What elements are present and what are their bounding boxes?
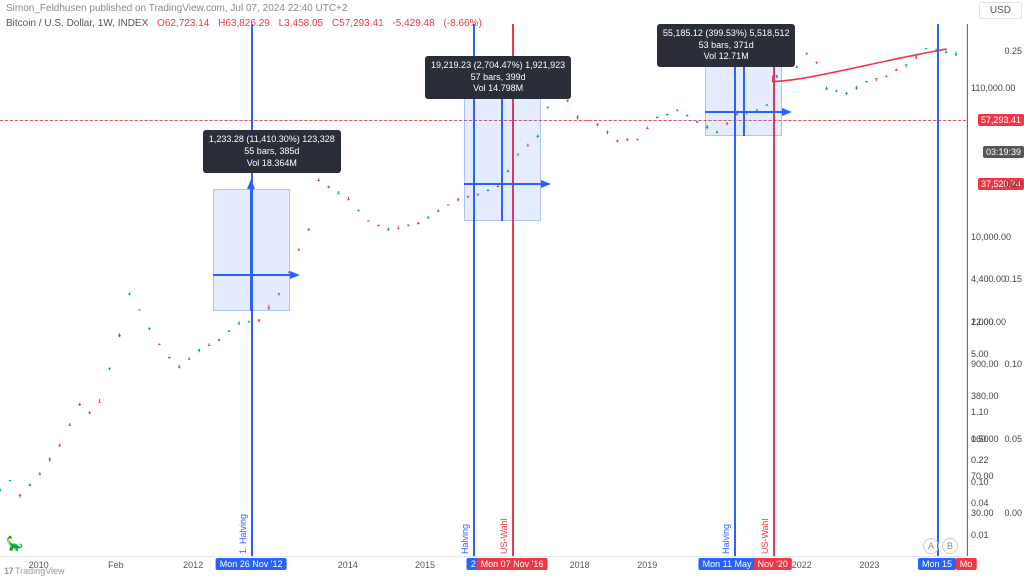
event-line-label: 1. Halving — [238, 514, 248, 554]
symbol-label[interactable]: Bitcoin / U.S. Dollar, 1W, INDEX — [6, 18, 148, 29]
time-axis-event-tag[interactable]: Mon 26 Nov '12 — [216, 558, 287, 570]
price-axis-label: 0.01 — [971, 530, 989, 540]
price-axis-label: 1.10 — [971, 407, 989, 417]
ohlc-open: 62,723.14 — [165, 18, 210, 29]
secondary-axis-label: 0.05 — [1004, 434, 1022, 444]
price-axis-label: 0.10 — [971, 477, 989, 487]
publish-datetime: Jul 07, 2024 22:40 UTC+2 — [230, 3, 347, 14]
measurement-tooltip: 1,233.28 (11,410.30%) 123,32855 bars, 38… — [203, 130, 341, 173]
currency-selector[interactable]: USD — [979, 2, 1022, 19]
secondary-axis-label: 0.10 — [1004, 359, 1022, 369]
ticker-ohlc-row: Bitcoin / U.S. Dollar, 1W, INDEX O62,723… — [6, 18, 488, 29]
time-axis-label: Feb — [108, 560, 124, 570]
publish-site: TradingView.com — [149, 3, 225, 14]
secondary-axis-label: 0.25 — [1004, 46, 1022, 56]
measurement-tooltip: 19,219.23 (2,704.47%) 1,921,92357 bars, … — [425, 56, 571, 99]
price-axis-label: 12.00 — [971, 317, 994, 327]
secondary-axis-label: 0.00 — [1004, 508, 1022, 518]
time-axis-event-tag[interactable]: Mon 15 — [918, 558, 956, 570]
event-line-label: Halving — [721, 524, 731, 554]
price-axis-label: 0.50 — [971, 434, 989, 444]
time-axis-label: 2018 — [570, 560, 590, 570]
measurement-tooltip: 55,185.12 (399.53%) 5,518,51253 bars, 37… — [657, 24, 796, 67]
ohlc-high: 63,826.29 — [225, 18, 270, 29]
time-axis-label: 2023 — [859, 560, 879, 570]
ohlc-change: -5,429.48 — [392, 18, 434, 29]
secondary-axis-label: 0.15 — [1004, 274, 1022, 284]
chart-plot-area[interactable]: 1. Halving Halving US-Wahl Halving US-Wahl 1,… — [0, 24, 966, 556]
ohlc-pct: (-8.66%) — [443, 18, 481, 29]
price-axis-label: 5.00 — [971, 349, 989, 359]
price-axis-label: 30.00 — [971, 508, 994, 518]
event-line-label: US-Wahl — [760, 518, 770, 554]
price-axis-label: 0.22 — [971, 455, 989, 465]
secondary-axis-label: 0.20 — [1004, 179, 1022, 189]
chart-container: Simon_Feldhusen published on TradingView… — [0, 0, 1024, 578]
time-axis-label: 2019 — [637, 560, 657, 570]
event-line-label: US-Wahl — [499, 518, 509, 554]
secondary-axis: 0.25 0.20 0.15 0.10 0.05 0.00 — [998, 24, 1024, 556]
price-axis-label: 900.00 — [971, 359, 999, 369]
time-axis-event-tag[interactable]: Nov '20 — [754, 558, 792, 570]
price-axis-label: 380.00 — [971, 391, 999, 401]
event-line-label: Halving — [460, 524, 470, 554]
bottom-right-actions: A B — [923, 538, 958, 554]
time-axis-event-tag[interactable]: Mo — [956, 558, 977, 570]
price-axis-label: 0.04 — [971, 498, 989, 508]
time-axis-label: 2015 — [415, 560, 435, 570]
time-axis-label: 2012 — [183, 560, 203, 570]
footer-brand: 17 TradingView — [4, 566, 65, 576]
ohlc-low: 3,458.05 — [284, 18, 323, 29]
time-axis-event-tag[interactable]: Mon 07 Nov '16 — [477, 558, 548, 570]
publish-header: Simon_Feldhusen published on TradingView… — [6, 3, 347, 14]
time-axis[interactable]: 2010Feb2012201420152018201920222023Mon 2… — [0, 556, 966, 578]
action-b-icon[interactable]: B — [942, 538, 958, 554]
action-a-icon[interactable]: A — [923, 538, 939, 554]
publisher-name: Simon_Feldhusen — [6, 3, 87, 14]
ohlc-close: 57,293.41 — [339, 18, 384, 29]
time-axis-label: 2014 — [338, 560, 358, 570]
vertical-event-line[interactable] — [937, 24, 939, 556]
time-axis-label: 2022 — [792, 560, 812, 570]
logo-bottom-left-icon: 🦕 — [6, 535, 23, 552]
